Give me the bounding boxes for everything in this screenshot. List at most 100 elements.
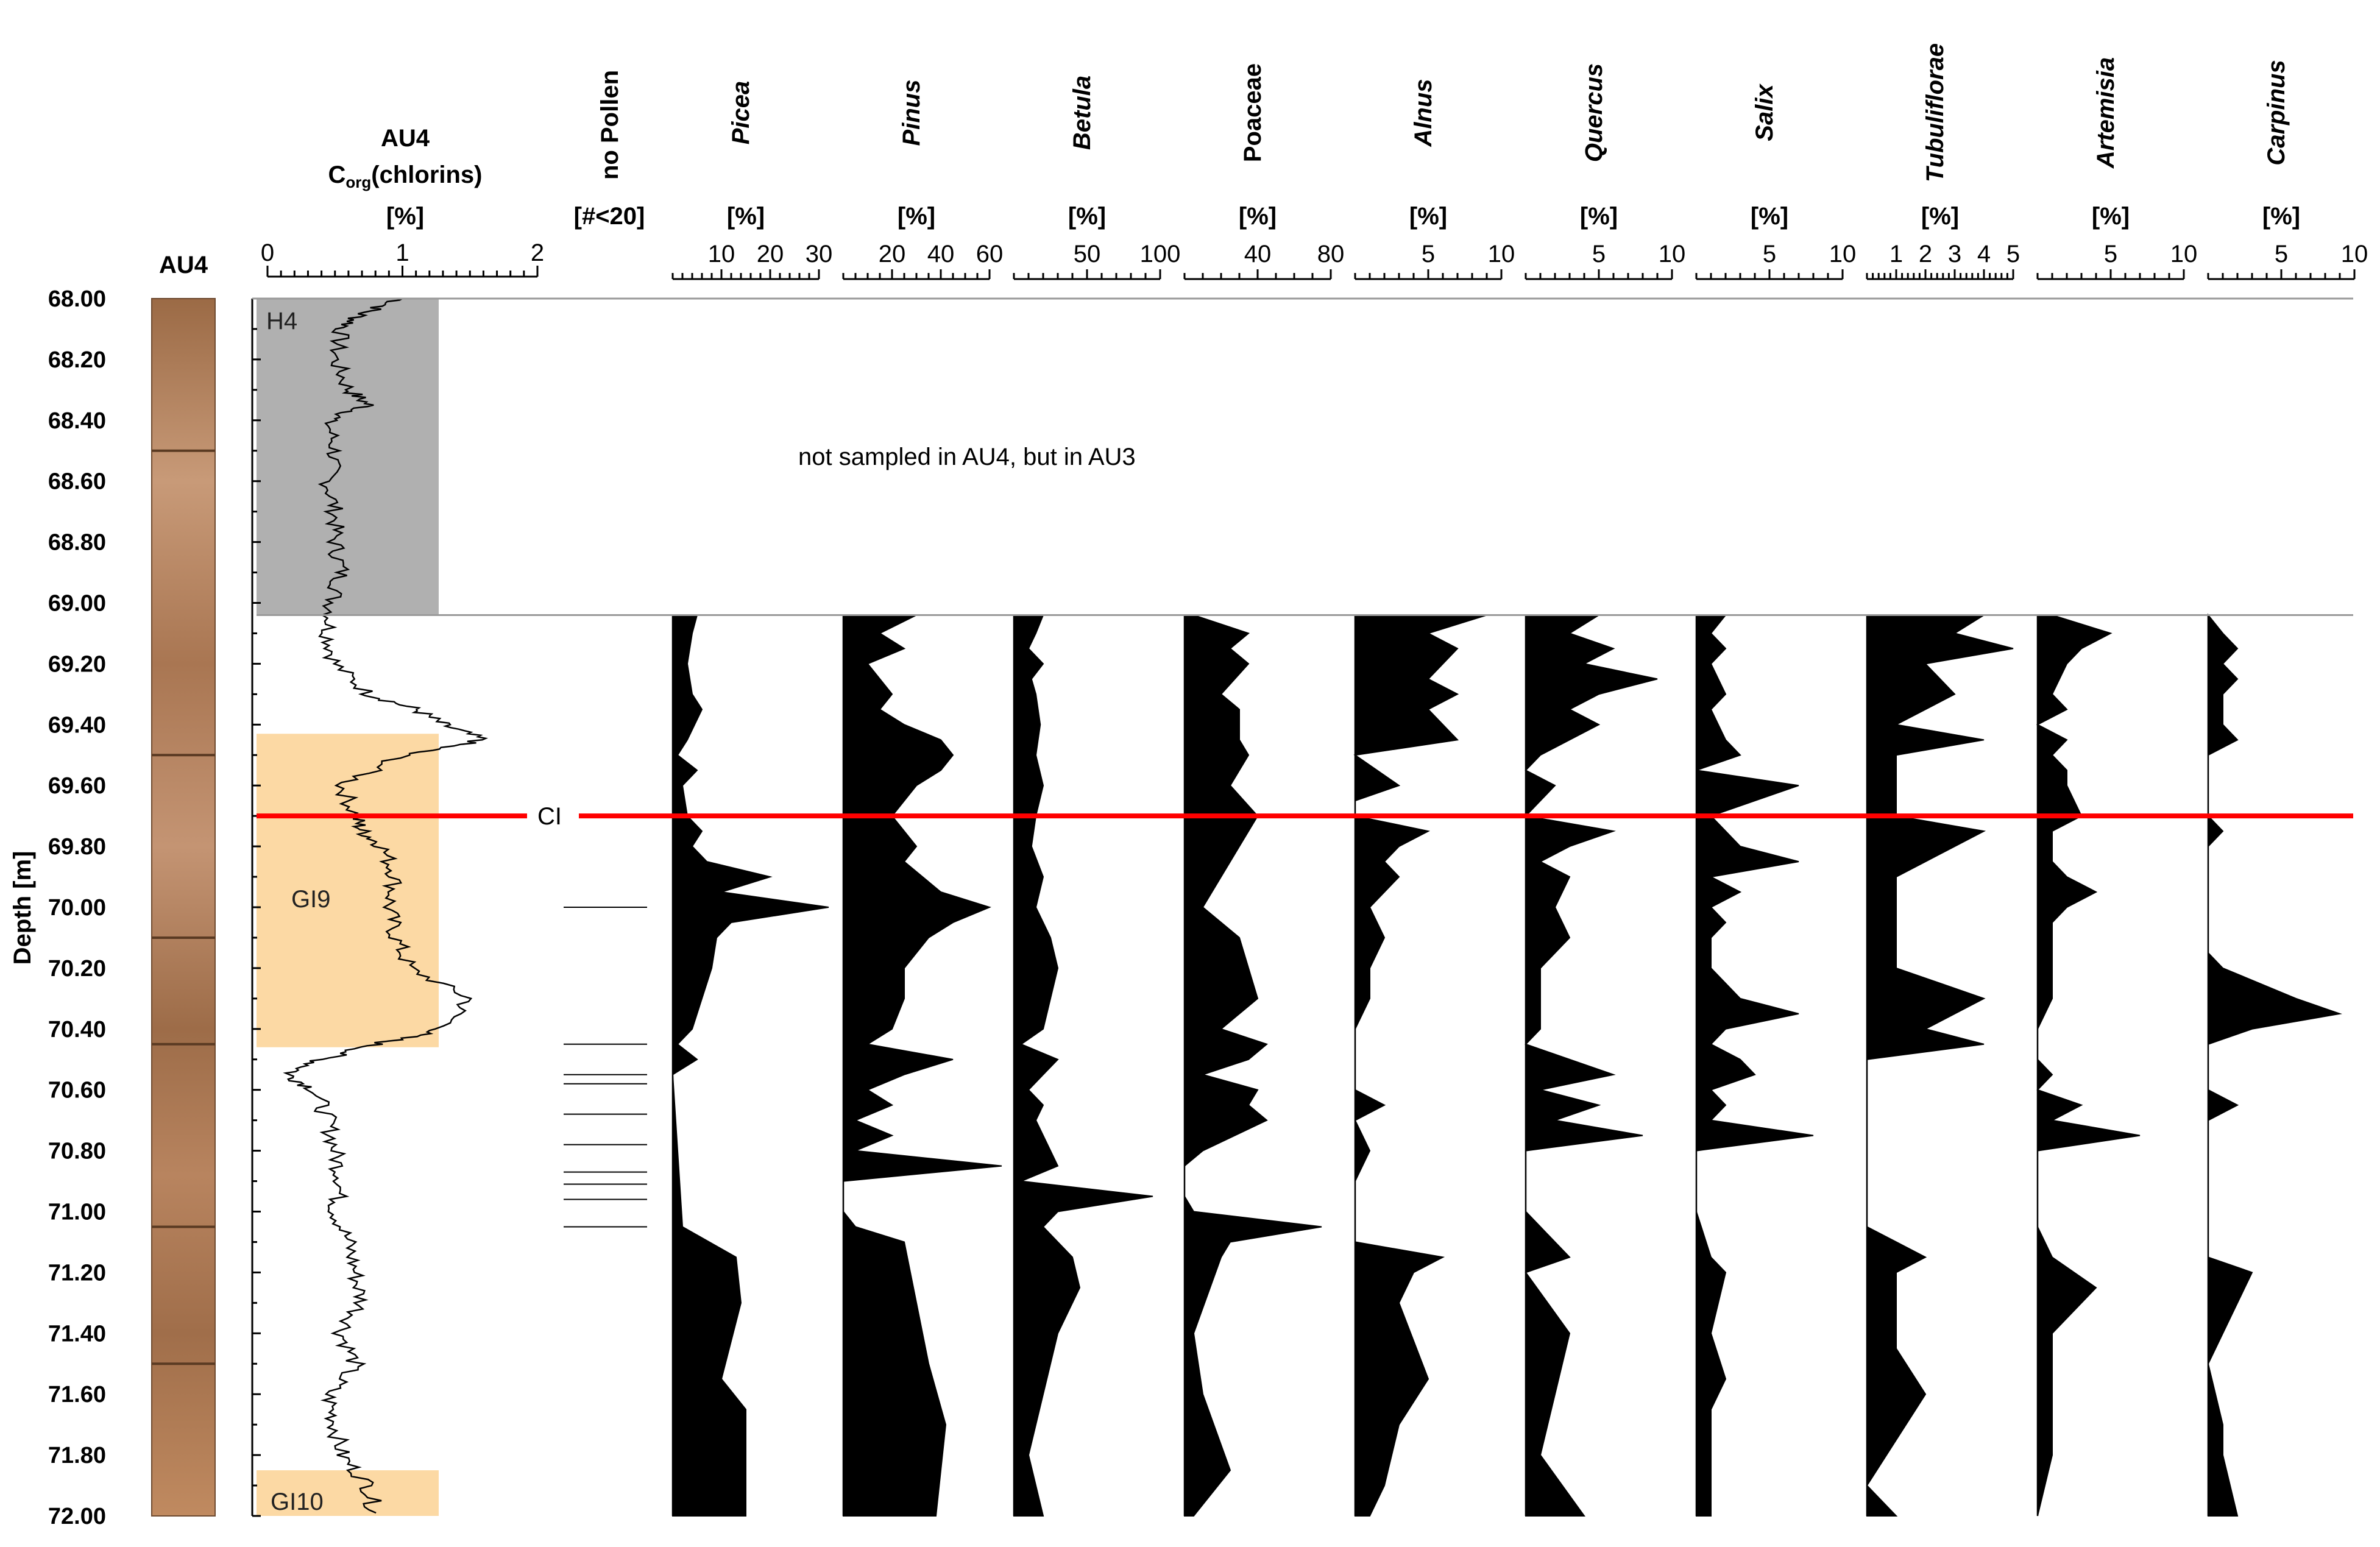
taxon-unit: [%] [1068, 203, 1106, 230]
taxon-tick-label: 40 [1244, 241, 1272, 267]
overlay-layer: not sampled in AU4, but in AU3 CI [252, 297, 2353, 830]
taxon-unit: [%] [898, 203, 935, 230]
corg-header: AU4 [381, 125, 430, 152]
zone-label: GI10 [271, 1489, 324, 1515]
taxon-tick-label: 5 [1763, 241, 1776, 267]
taxon-unit: [%] [2092, 203, 2130, 230]
depth-tick-label: 69.00 [48, 591, 106, 617]
taxon-tick-label: 10 [2170, 241, 2198, 267]
taxon-area [1524, 614, 1658, 1517]
taxon-name: Salix [1751, 83, 1778, 141]
taxon-tick-label: 10 [708, 241, 735, 267]
taxon-area [1866, 614, 2014, 1517]
core-label: AU4 [159, 252, 208, 278]
taxon-tick-label: 60 [976, 241, 1004, 267]
taxon-tick-label: 10 [1659, 241, 1686, 267]
taxon-unit: [%] [2262, 203, 2300, 230]
depth-tick-label: 68.20 [48, 347, 106, 373]
taxon-name: Pinus [898, 80, 925, 146]
depth-tick-label: 70.00 [48, 895, 106, 921]
taxon-area [1184, 614, 1322, 1517]
depth-tick-label: 71.40 [48, 1321, 106, 1347]
taxon-name: Tubuliflorae [1922, 43, 1949, 182]
depth-tick-label: 70.60 [48, 1078, 106, 1103]
taxon-tick-label: 5 [1592, 241, 1606, 267]
depth-axis-label: Depth [m] [9, 851, 36, 965]
zone-band [257, 1470, 439, 1516]
taxon-tick-label: 2 [1919, 241, 1932, 267]
taxon-tick-label: 50 [1074, 241, 1101, 267]
depth-tick-label: 71.00 [48, 1200, 106, 1225]
depth-tick-label: 72.00 [48, 1504, 106, 1529]
taxa-panels: Picea [%] 10 20 30 Pinus [%] 20 40 60 Betula [%] 50 1… [671, 43, 2368, 1517]
not-sampled-annotation: not sampled in AU4, but in AU3 [798, 444, 1136, 470]
taxon-tick-label: 5 [2104, 241, 2117, 267]
taxon-tick-label: 5 [2006, 241, 2020, 267]
no-pollen-header: no Pollen [597, 70, 623, 180]
depth-tick-label: 70.80 [48, 1139, 106, 1164]
taxon-area [843, 614, 1002, 1517]
taxon-name: Picea [728, 81, 754, 145]
taxon-tick-label: 4 [1977, 241, 1991, 267]
depth-tick-label: 71.60 [48, 1382, 106, 1407]
taxon-tick-label: 5 [1422, 241, 1435, 267]
taxon-unit: [%] [1409, 203, 1447, 230]
taxon-name: Carpinus [2263, 60, 2290, 165]
depth-tick-label: 70.20 [48, 956, 106, 982]
taxon-unit: [%] [1921, 203, 1959, 230]
taxon-area [2036, 614, 2141, 1517]
depth-tick-label: 68.00 [48, 286, 106, 312]
taxon-area [2207, 613, 2342, 1517]
taxon-tick-label: 10 [1829, 241, 1857, 267]
taxon-unit: [%] [1239, 203, 1277, 230]
taxon-unit: [%] [1580, 203, 1618, 230]
taxon-tick-label: 20 [879, 241, 906, 267]
taxon-tick-label: 100 [1140, 241, 1181, 267]
depth-tick-label: 70.40 [48, 1017, 106, 1043]
taxon-name: Alnus [1410, 79, 1437, 147]
depth-tick-label: 69.80 [48, 834, 106, 860]
ci-marker-label: CI [537, 803, 562, 830]
no-pollen-unit: [#<20] [574, 203, 645, 230]
taxon-unit: [%] [1751, 203, 1788, 230]
depth-tick-label: 71.80 [48, 1443, 106, 1468]
depth-tick-label: 69.20 [48, 651, 106, 677]
taxon-area [1353, 614, 1487, 1517]
taxon-tick-label: 20 [757, 241, 784, 267]
corg-tick-label: 1 [395, 239, 409, 266]
taxon-tick-label: 5 [2275, 241, 2288, 267]
taxon-name: Artemisia [2092, 57, 2119, 169]
taxon-tick-label: 10 [1488, 241, 1515, 267]
corg-tick-label: 0 [261, 239, 274, 266]
depth-tick-label: 71.20 [48, 1260, 106, 1286]
taxon-tick-label: 1 [1889, 241, 1903, 267]
depth-tick-label: 69.60 [48, 773, 106, 799]
taxon-name: Poaceae [1239, 63, 1266, 162]
depth-tick-label: 69.40 [48, 712, 106, 738]
taxon-area [671, 614, 829, 1517]
corg-tick-label: 2 [531, 239, 544, 266]
corg-series-line [283, 297, 489, 1514]
corg-panel: AU4 Corg(chlorins) [%] 0 1 2 [261, 125, 544, 1514]
taxon-tick-label: 80 [1317, 241, 1345, 267]
zone-label: GI9 [291, 886, 330, 913]
zone-label: H4 [266, 308, 297, 335]
depth-tick-label: 68.60 [48, 469, 106, 495]
zone-band [257, 734, 439, 1047]
taxon-tick-label: 10 [2341, 241, 2368, 267]
core-image-column: AU4 [151, 252, 216, 1517]
depth-tick-label: 68.40 [48, 408, 106, 434]
corg-label: Corg(chlorins) [328, 161, 482, 191]
taxon-name: Quercus [1581, 63, 1607, 162]
taxon-tick-label: 30 [806, 241, 833, 267]
zone-band [257, 299, 439, 615]
taxon-tick-label: 3 [1948, 241, 1961, 267]
depth-tick-label: 68.80 [48, 530, 106, 556]
taxon-unit: [%] [727, 203, 765, 230]
no-pollen-panel: no Pollen [#<20] [564, 70, 647, 1228]
core-photo [151, 298, 216, 1517]
corg-unit: [%] [386, 203, 424, 230]
taxon-tick-label: 40 [927, 241, 955, 267]
taxon-area [1696, 614, 1814, 1517]
